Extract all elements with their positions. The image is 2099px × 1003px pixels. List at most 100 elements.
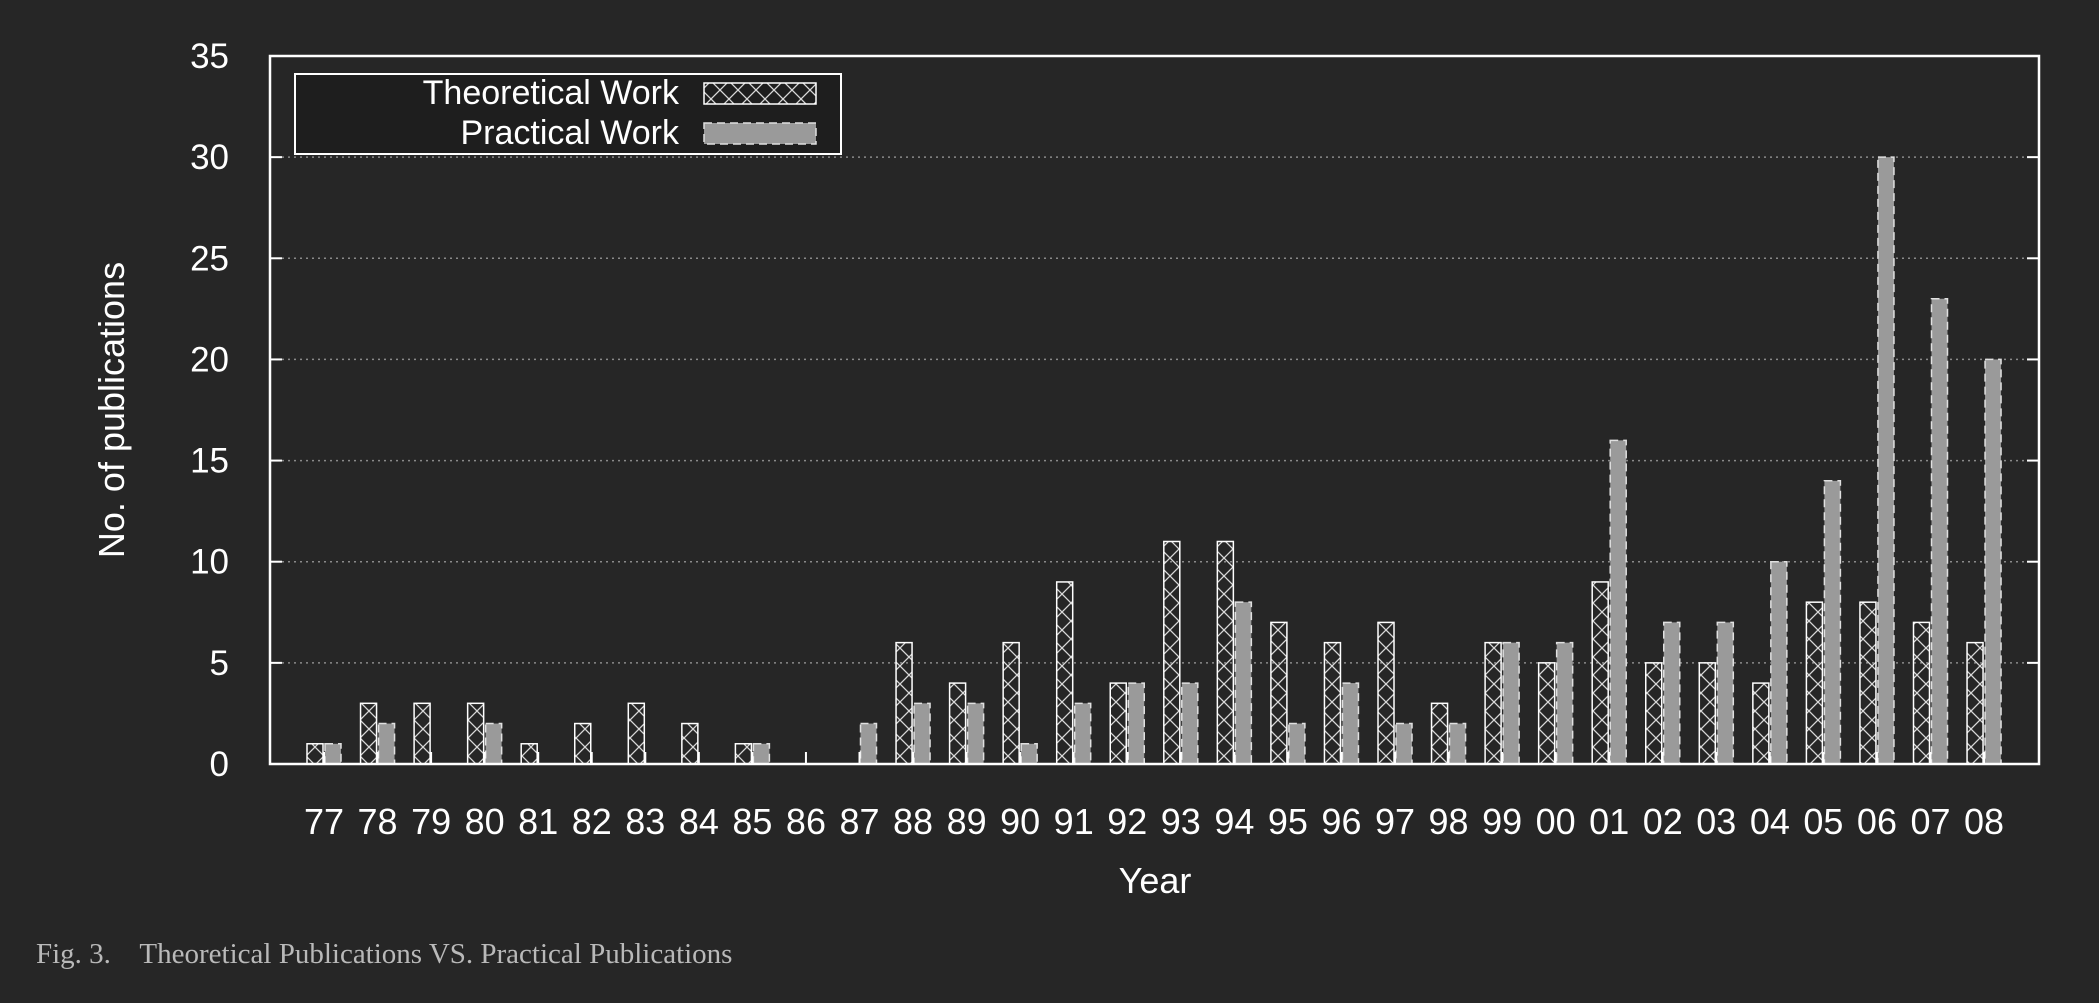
legend-swatch-practical [703,122,817,145]
x-tick-label: 99 [1482,801,1522,842]
x-tick-label: 83 [625,801,665,842]
x-tick-label: 86 [786,801,826,842]
x-tick-label: 96 [1321,801,1361,842]
y-tick-label: 30 [190,138,229,177]
bar-theoretical-77 [306,743,324,765]
bar-practical-95 [1288,722,1306,765]
bar-practical-05 [1823,480,1842,765]
bar-theoretical-88 [895,641,913,765]
x-tick-label: 78 [358,801,398,842]
figure-caption: Fig. 3. Theoretical Publications VS. Pra… [36,938,732,971]
x-tick-label: 02 [1643,801,1683,842]
x-tick-label: 84 [679,801,719,842]
bar-theoretical-96 [1323,641,1342,765]
x-tick-label: 97 [1375,801,1415,842]
x-tick-label: 00 [1536,801,1576,842]
x-tick-label: 95 [1268,801,1308,842]
bar-theoretical-78 [359,702,378,765]
bar-theoretical-05 [1805,601,1824,765]
x-tick-label: 88 [893,801,933,842]
bar-practical-06 [1877,156,1895,765]
bar-theoretical-85 [734,743,753,765]
legend-label-theoretical: Theoretical Work [423,74,680,112]
y-tick-label: 20 [190,340,229,379]
bar-theoretical-02 [1645,662,1663,765]
x-tick-label: 90 [1000,801,1040,842]
x-tick-label: 89 [947,801,987,842]
y-tick-label: 0 [210,745,229,784]
x-tick-label: 03 [1696,801,1736,842]
bar-theoretical-97 [1377,621,1395,765]
bar-practical-78 [377,722,396,765]
bar-practical-00 [1555,641,1574,765]
x-tick-label: 05 [1803,801,1843,842]
bar-theoretical-00 [1537,662,1556,765]
x-tick-label: 82 [572,801,612,842]
bar-practical-91 [1073,702,1092,765]
x-tick-label: 80 [465,801,505,842]
bar-theoretical-93 [1163,540,1181,765]
bar-theoretical-80 [466,702,485,765]
bar-practical-03 [1716,621,1735,765]
legend-label-practical: Practical Work [460,114,680,152]
bar-theoretical-83 [627,702,646,765]
bar-practical-94 [1234,601,1253,765]
y-tick-label: 5 [210,644,229,683]
x-tick-label: 06 [1857,801,1897,842]
bar-theoretical-90 [1002,641,1020,765]
bar-theoretical-98 [1430,702,1449,765]
x-tick-label: 08 [1964,801,2004,842]
x-tick-label: 91 [1054,801,1094,842]
bar-theoretical-81 [520,743,538,765]
bar-practical-07 [1930,297,1949,765]
bar-practical-96 [1341,682,1360,765]
x-tick-label: 01 [1589,801,1629,842]
x-tick-label: 81 [518,801,558,842]
bar-theoretical-06 [1859,601,1877,765]
bar-theoretical-07 [1912,621,1931,765]
bar-theoretical-84 [681,722,699,765]
bar-practical-01 [1609,439,1627,765]
x-tick-label: 04 [1750,801,1790,842]
bar-practical-99 [1502,641,1520,765]
legend-swatch-theoretical [703,82,817,105]
bar-practical-90 [1020,743,1038,765]
x-tick-label: 94 [1214,801,1254,842]
plot-frame [268,54,2041,766]
bar-practical-02 [1663,621,1681,765]
bar-theoretical-89 [948,682,967,765]
x-tick-label: 79 [411,801,451,842]
x-tick-label: 93 [1161,801,1201,842]
bar-practical-87 [859,722,878,765]
x-tick-label: 85 [732,801,772,842]
y-tick-label: 10 [190,543,229,582]
x-tick-label: 98 [1429,801,1469,842]
x-axis-label: Year [1119,860,1192,901]
bar-theoretical-94 [1216,540,1235,765]
bar-theoretical-92 [1109,682,1127,765]
bar-practical-88 [913,702,931,765]
bar-theoretical-04 [1752,682,1770,765]
figure-caption-text: Theoretical Publications VS. Practical P… [139,938,733,970]
bar-theoretical-82 [574,722,592,765]
bar-theoretical-79 [413,702,431,765]
y-tick-label: 15 [190,442,229,481]
legend: Theoretical Work Practical Work [294,73,842,155]
y-tick-label: 35 [190,37,229,76]
bar-practical-97 [1395,722,1413,765]
x-tick-label: 07 [1910,801,1950,842]
bar-theoretical-01 [1591,581,1609,765]
bar-practical-85 [752,743,771,765]
bar-practical-92 [1127,682,1145,765]
y-tick-label: 25 [190,239,229,278]
bar-practical-08 [1984,358,2002,765]
bar-theoretical-03 [1698,662,1717,765]
bars [306,156,2002,765]
bar-theoretical-99 [1484,641,1502,765]
grid-lines [270,156,2039,664]
y-axis-label: No. of publications [91,262,132,558]
bar-practical-89 [966,702,985,765]
bar-theoretical-91 [1055,581,1074,765]
